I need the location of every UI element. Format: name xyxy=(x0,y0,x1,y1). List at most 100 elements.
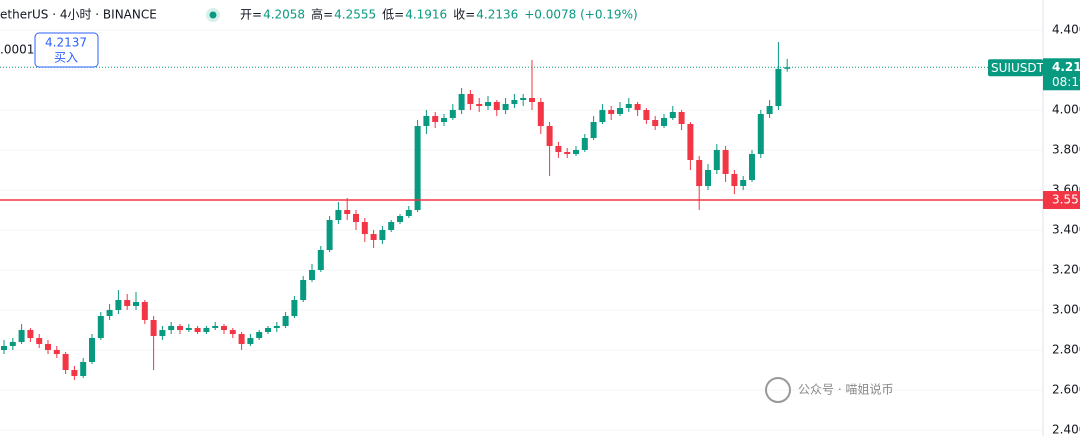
ohlc-value: 4.2555 xyxy=(334,8,376,22)
y-tick-label: 2.400 xyxy=(1052,423,1080,437)
candle-body xyxy=(652,120,659,126)
ticker-label: SUIUSDT xyxy=(991,61,1045,75)
status-dot xyxy=(209,11,217,19)
ohlc-value: 4.2136 xyxy=(476,8,518,22)
candle-body xyxy=(379,230,386,240)
candle-body xyxy=(775,68,782,106)
candle-body xyxy=(62,354,69,370)
candle-body xyxy=(757,114,764,154)
candle-body xyxy=(344,210,351,214)
y-tick-label: 3.400 xyxy=(1052,223,1080,237)
candle-body xyxy=(89,338,95,362)
candle-body xyxy=(511,100,518,104)
candle-body xyxy=(133,302,139,306)
candle-body xyxy=(414,126,421,210)
buy-price: 4.2137 xyxy=(45,36,87,50)
watermark-icon xyxy=(765,377,791,403)
change: +0.0078 (+0.19%) xyxy=(524,8,637,22)
candle-body xyxy=(370,234,377,240)
candle-body xyxy=(238,334,245,344)
candle-body xyxy=(317,250,324,270)
y-tick-label: 3.000 xyxy=(1052,303,1080,317)
watermark: 公众号 · 喵姐说币 xyxy=(798,382,893,397)
candle-body xyxy=(731,174,738,186)
candle-body xyxy=(256,332,263,338)
candle-body xyxy=(229,330,236,334)
candle-body xyxy=(273,326,280,328)
candle-body xyxy=(247,338,254,344)
candle-body xyxy=(291,300,298,316)
candle-body xyxy=(581,138,588,150)
y-tick-label: 4.400 xyxy=(1052,23,1080,37)
candle-body xyxy=(449,110,456,118)
overlay: 2.4002.6002.8003.0003.2003.4003.6003.800… xyxy=(0,7,1080,437)
horizontal-line-label: 3.55 xyxy=(1052,193,1079,207)
candle-body xyxy=(537,102,544,126)
candle-body xyxy=(520,98,527,100)
countdown: 08:19 xyxy=(1052,75,1080,89)
candle-body xyxy=(432,116,439,122)
candle-body xyxy=(502,104,509,110)
candle-body xyxy=(493,102,500,110)
symbol: etherUS · 4小时 · BINANCE xyxy=(0,8,157,22)
candle-body xyxy=(177,326,183,330)
ticker-tag xyxy=(988,59,1043,77)
candle-body xyxy=(9,342,16,346)
candles xyxy=(1,42,791,380)
ohlc-label: 收= xyxy=(453,8,475,22)
ohlc-value: 4.1916 xyxy=(405,8,447,22)
candle-body xyxy=(546,126,553,146)
candle-body xyxy=(713,150,720,170)
y-tick-label: 2.600 xyxy=(1052,383,1080,397)
candle-body xyxy=(405,210,412,216)
candle-body xyxy=(45,344,51,350)
y-tick-label: 2.800 xyxy=(1052,343,1080,357)
candle-body xyxy=(625,104,632,108)
candle-body xyxy=(309,270,315,280)
candle-body xyxy=(388,222,395,230)
candle-body xyxy=(617,108,623,114)
candle-body xyxy=(53,350,60,354)
candle-body xyxy=(573,150,579,154)
candle-body xyxy=(423,116,430,126)
candle-body xyxy=(141,302,148,320)
candle-body xyxy=(168,326,175,330)
candle-body xyxy=(564,152,571,154)
grid xyxy=(0,29,1043,431)
candle-body xyxy=(397,216,403,222)
candle-body xyxy=(185,328,192,330)
candle-body xyxy=(106,310,113,316)
candle-body xyxy=(300,280,307,300)
y-tick-label: 3.800 xyxy=(1052,143,1080,157)
candle-body xyxy=(71,370,78,376)
candle-body xyxy=(194,328,201,332)
buy-button[interactable] xyxy=(34,32,99,68)
candle-body xyxy=(115,300,122,310)
candle-body xyxy=(467,94,474,104)
horizontal-line-tag xyxy=(1043,191,1080,209)
candle-body xyxy=(335,210,342,220)
candle-body xyxy=(599,110,606,122)
candle-body xyxy=(705,170,711,186)
candle-body xyxy=(1,346,7,350)
candle-body xyxy=(661,118,667,126)
ohlc-value: 4.2058 xyxy=(263,8,305,22)
candle-body xyxy=(159,330,166,336)
candle-body xyxy=(203,328,210,332)
candle-body xyxy=(687,124,694,160)
candle-body xyxy=(590,122,597,138)
ohlc-label: 开= xyxy=(240,8,262,22)
price-tag xyxy=(1043,58,1080,91)
candle-body xyxy=(27,330,34,338)
candle-body xyxy=(749,154,755,180)
candle-body xyxy=(36,338,43,344)
candle-body xyxy=(150,320,157,336)
candle-body xyxy=(282,316,289,326)
candle-body xyxy=(722,150,729,174)
candle-body xyxy=(97,316,104,338)
tick-size: .0001 xyxy=(0,43,34,57)
candle-body xyxy=(678,112,685,124)
candle-body xyxy=(740,180,747,186)
